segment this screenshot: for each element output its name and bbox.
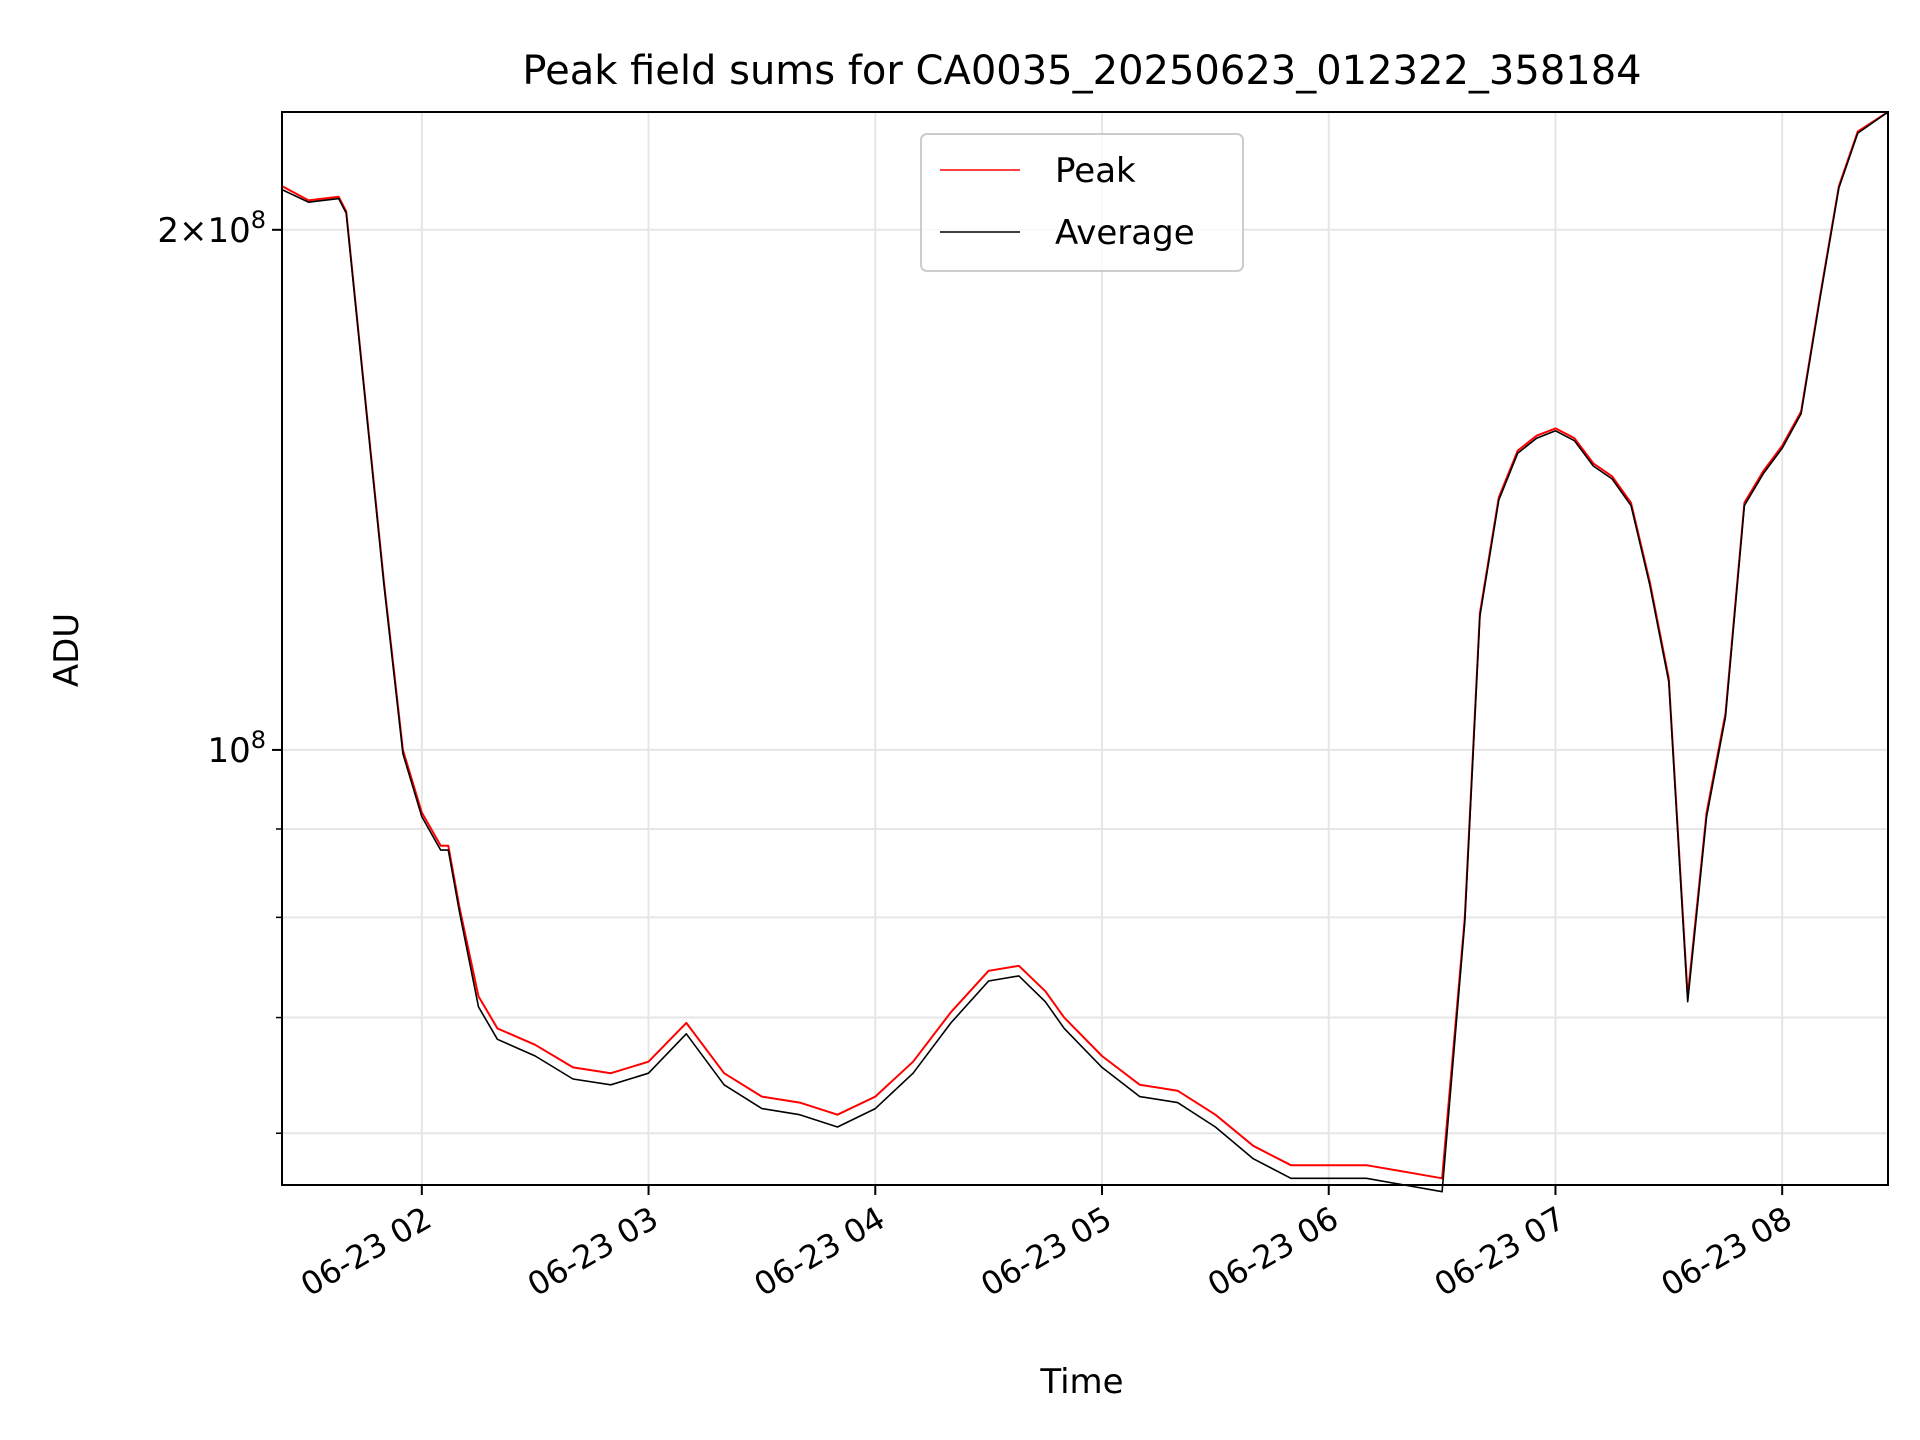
legend-label-peak: Peak xyxy=(1055,151,1136,191)
series-line-average xyxy=(281,111,1889,1193)
plot-frame xyxy=(281,111,1889,1186)
grid xyxy=(282,112,1888,1185)
x-axis-label: Time xyxy=(1039,1362,1123,1402)
plot-lines xyxy=(281,111,1889,1193)
chart-title: Peak field sums for CA0035_20250623_0123… xyxy=(522,48,1641,94)
y-tick-label: 108 xyxy=(207,726,266,771)
legend-box xyxy=(920,133,1244,272)
legend-label-average: Average xyxy=(1055,213,1195,253)
y-tick-label: 2×108 xyxy=(157,206,266,251)
legend: Peak Average xyxy=(920,133,1244,272)
y-axis-label: ADU xyxy=(47,613,87,687)
y-axis: 108 2×108 xyxy=(157,206,282,1134)
